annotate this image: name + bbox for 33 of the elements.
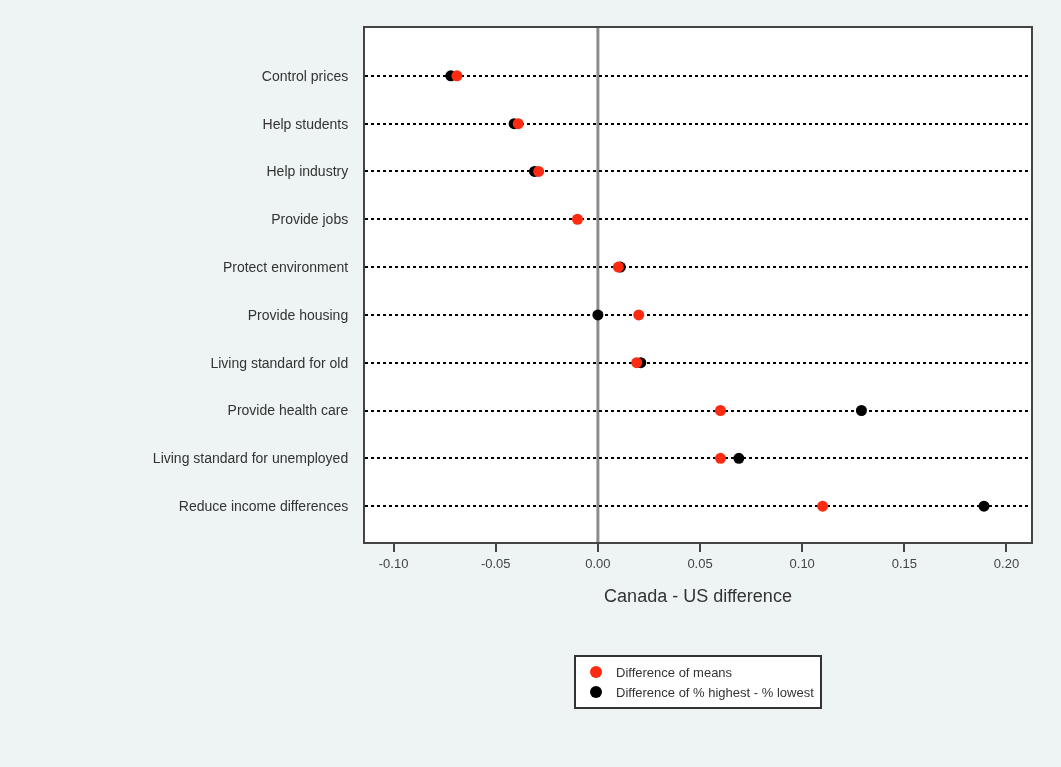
legend-label: Difference of % highest - % lowest bbox=[616, 685, 815, 700]
x-axis-title: Canada - US difference bbox=[604, 586, 792, 607]
y-tick-label: Provide health care bbox=[227, 402, 349, 419]
y-tick-label: Provide housing bbox=[247, 306, 349, 323]
point bbox=[571, 213, 583, 225]
point bbox=[714, 405, 726, 417]
point bbox=[592, 309, 604, 321]
point bbox=[533, 165, 545, 177]
x-tick-label: -0.05 bbox=[480, 555, 511, 571]
point bbox=[512, 118, 524, 130]
y-tick-label: Reduce income differences bbox=[178, 498, 349, 515]
x-tick-label: -0.10 bbox=[378, 555, 409, 571]
y-tick-label: Help students bbox=[262, 115, 349, 132]
x-tick-label: 0.15 bbox=[891, 555, 917, 571]
y-tick-label: Living standard for old bbox=[210, 354, 349, 371]
x-tick-label: 0.00 bbox=[585, 555, 611, 571]
point bbox=[733, 452, 745, 464]
y-tick-label: Help industry bbox=[266, 163, 349, 180]
point bbox=[978, 500, 990, 512]
point bbox=[817, 500, 829, 512]
x-tick-label: 0.20 bbox=[993, 555, 1020, 571]
y-tick-label: Provide jobs bbox=[271, 211, 349, 228]
y-tick-label: Control prices bbox=[261, 67, 349, 84]
x-tick-label: 0.05 bbox=[687, 555, 713, 571]
legend-label: Difference of means bbox=[616, 665, 733, 681]
point bbox=[855, 405, 867, 417]
y-tick-label: Protect environment bbox=[222, 258, 349, 275]
point bbox=[451, 70, 463, 82]
point bbox=[631, 357, 643, 369]
x-tick-label: 0.10 bbox=[789, 555, 815, 571]
point bbox=[714, 452, 726, 464]
point bbox=[633, 309, 645, 321]
y-tick-label: Living standard for unemployed bbox=[152, 450, 349, 467]
